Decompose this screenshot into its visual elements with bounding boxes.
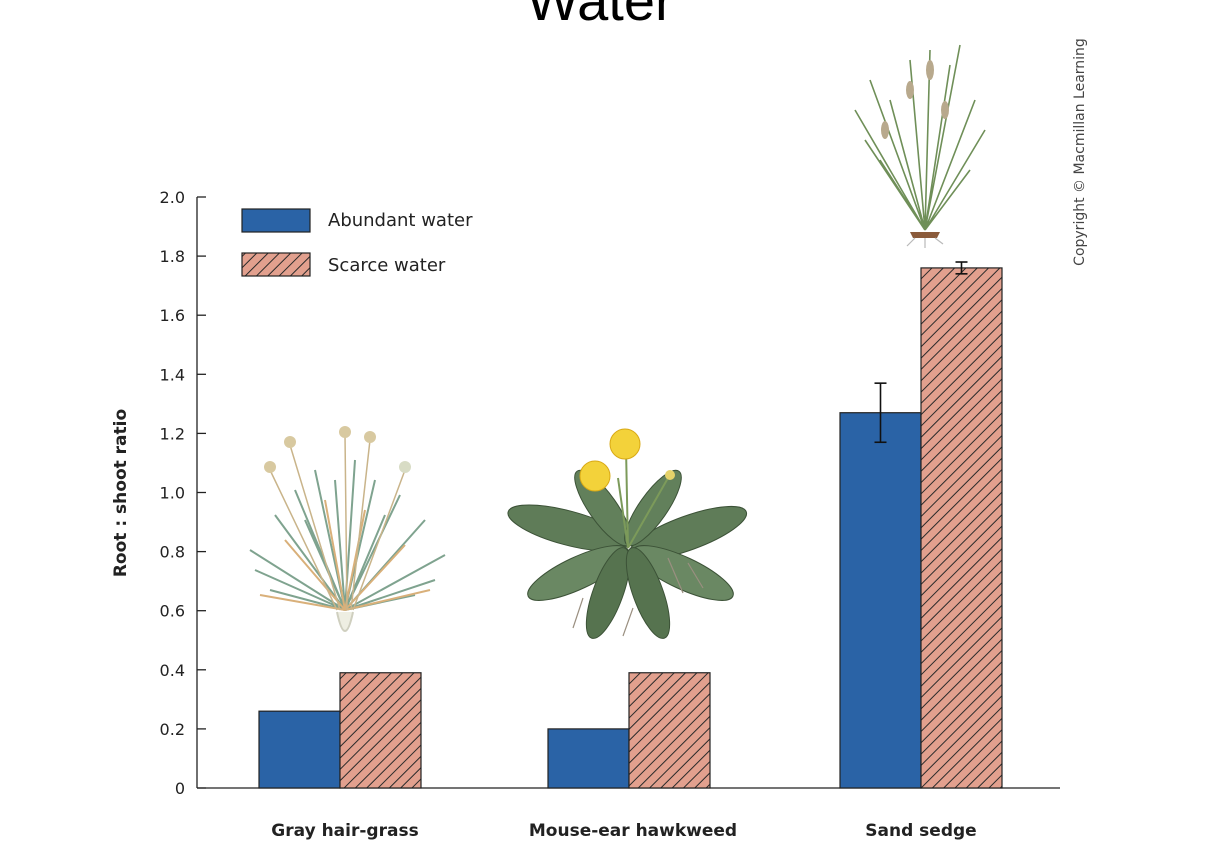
bar-abundant-3 bbox=[839, 412, 922, 789]
bar-abundant-2 bbox=[547, 728, 630, 789]
legend-swatch-scarce bbox=[241, 252, 311, 277]
legend-label-abundant: Abundant water bbox=[328, 210, 473, 231]
bar-scarce-2 bbox=[628, 672, 711, 789]
y-tick-label: 0 bbox=[175, 779, 185, 798]
legend-label-scarce: Scarce water bbox=[328, 255, 446, 276]
error-bar-abundant-3 bbox=[874, 382, 887, 444]
x-category-label: Mouse-ear hawkweed bbox=[529, 821, 737, 841]
y-tick-label: 0.4 bbox=[160, 661, 185, 680]
y-tick-label: 2.0 bbox=[160, 188, 185, 207]
x-category-label: Sand sedge bbox=[865, 821, 976, 841]
mouse-ear-hawkweed-illustration bbox=[507, 428, 748, 639]
x-category-label: Gray hair-grass bbox=[271, 821, 418, 841]
y-tick-label: 0.6 bbox=[160, 602, 185, 621]
bar-scarce-1 bbox=[339, 672, 422, 789]
y-tick-label: 1.6 bbox=[160, 306, 185, 325]
y-axis-title: Root : shoot ratio bbox=[111, 409, 131, 577]
slide-title: Water bbox=[526, 0, 674, 32]
chart-bars bbox=[258, 261, 1003, 789]
sand-sedge-illustration bbox=[854, 44, 986, 248]
gray-hair-grass-illustration bbox=[249, 426, 446, 632]
bar-abundant-1 bbox=[258, 710, 341, 789]
error-bar-scarce-3 bbox=[955, 261, 968, 275]
y-tick-label: 1.8 bbox=[160, 247, 185, 266]
legend-swatch-abundant bbox=[241, 208, 311, 233]
y-tick-label: 1.0 bbox=[160, 484, 185, 503]
legend: Abundant water Scarce water bbox=[241, 208, 473, 277]
y-tick-label: 1.4 bbox=[160, 365, 185, 384]
y-tick-label: 0.8 bbox=[160, 543, 185, 562]
bar-scarce-3 bbox=[920, 267, 1003, 789]
y-tick-label: 0.2 bbox=[160, 720, 185, 739]
y-tick-label: 1.2 bbox=[160, 424, 185, 443]
